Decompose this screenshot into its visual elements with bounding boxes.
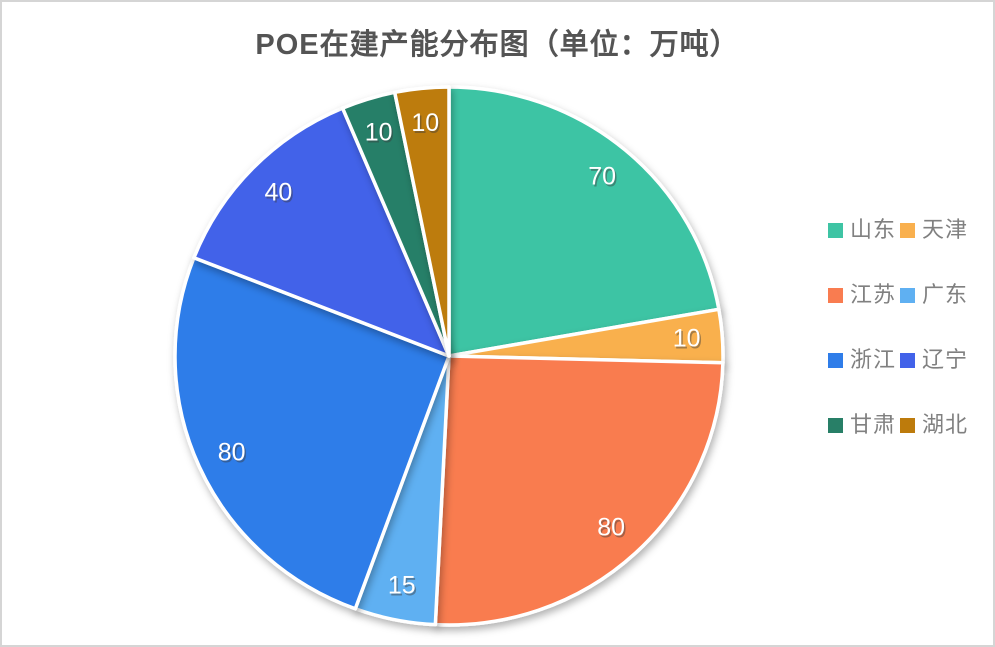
slice-value-label: 70 xyxy=(588,163,616,191)
chart-legend: 山东 天津江苏 广东浙江 辽宁甘肃 湖北 xyxy=(828,217,968,438)
slice-value-label-shadow: 80 xyxy=(599,516,627,544)
legend-swatch-icon xyxy=(828,352,843,368)
legend-label: 山东 xyxy=(850,217,897,242)
slice-value-label: 10 xyxy=(365,118,393,146)
legend-label: 广东 xyxy=(922,282,969,307)
legend-label: 湖北 xyxy=(922,412,969,437)
legend-label: 浙江 xyxy=(850,347,897,372)
legend-row: 江苏 广东 xyxy=(828,282,968,308)
legend-swatch-icon xyxy=(900,352,915,368)
legend-swatch-icon xyxy=(828,222,843,238)
pie-slice-山东[interactable] xyxy=(447,85,721,358)
legend-item-江苏[interactable]: 江苏 xyxy=(828,282,900,308)
legend-item-天津[interactable]: 天津 xyxy=(900,217,968,243)
legend-item-广东[interactable]: 广东 xyxy=(900,282,968,308)
legend-item-甘肃[interactable]: 甘肃 xyxy=(828,412,900,438)
legend-row: 甘肃 湖北 xyxy=(828,412,968,438)
slice-value-label-shadow: 40 xyxy=(266,181,294,209)
legend-item-辽宁[interactable]: 辽宁 xyxy=(900,347,968,373)
legend-swatch-icon xyxy=(900,222,915,238)
legend-item-湖北[interactable]: 湖北 xyxy=(900,412,968,438)
pie-slice-湖北[interactable] xyxy=(392,85,451,358)
slice-value-label-shadow: 70 xyxy=(590,165,618,193)
slice-value-label-shadow: 15 xyxy=(389,573,417,601)
legend-row: 浙江 辽宁 xyxy=(828,347,968,373)
legend-label: 天津 xyxy=(922,217,969,242)
pie-slices-group xyxy=(173,85,725,627)
legend-label: 辽宁 xyxy=(922,347,969,372)
pie-slice-江苏[interactable] xyxy=(433,354,725,627)
chart-title: POE在建产能分布图（单位：万吨） xyxy=(255,29,740,61)
slice-value-label-shadow: 10 xyxy=(413,111,441,139)
legend-item-浙江[interactable]: 浙江 xyxy=(828,347,900,373)
legend-item-山东[interactable]: 山东 xyxy=(828,217,900,243)
slice-value-label: 80 xyxy=(218,438,246,466)
slice-value-label: 40 xyxy=(264,179,292,207)
slice-value-label: 80 xyxy=(597,514,625,542)
slice-value-label-shadow: 10 xyxy=(674,327,702,355)
slice-value-label: 10 xyxy=(673,325,701,353)
legend-swatch-icon xyxy=(828,417,843,433)
slice-value-label: 10 xyxy=(411,109,439,137)
slice-value-label: 15 xyxy=(388,571,416,599)
legend-swatch-icon xyxy=(900,287,915,303)
legend-label: 甘肃 xyxy=(850,412,897,437)
pie-slice-浙江[interactable] xyxy=(173,255,451,611)
legend-row: 山东 天津 xyxy=(828,217,968,243)
legend-swatch-icon xyxy=(828,287,843,303)
legend-swatch-icon xyxy=(900,417,915,433)
slice-value-label-shadow: 80 xyxy=(219,440,247,468)
slice-value-label-shadow: 10 xyxy=(366,120,394,148)
legend-label: 江苏 xyxy=(850,282,897,307)
pie-slice-辽宁[interactable] xyxy=(192,106,451,358)
